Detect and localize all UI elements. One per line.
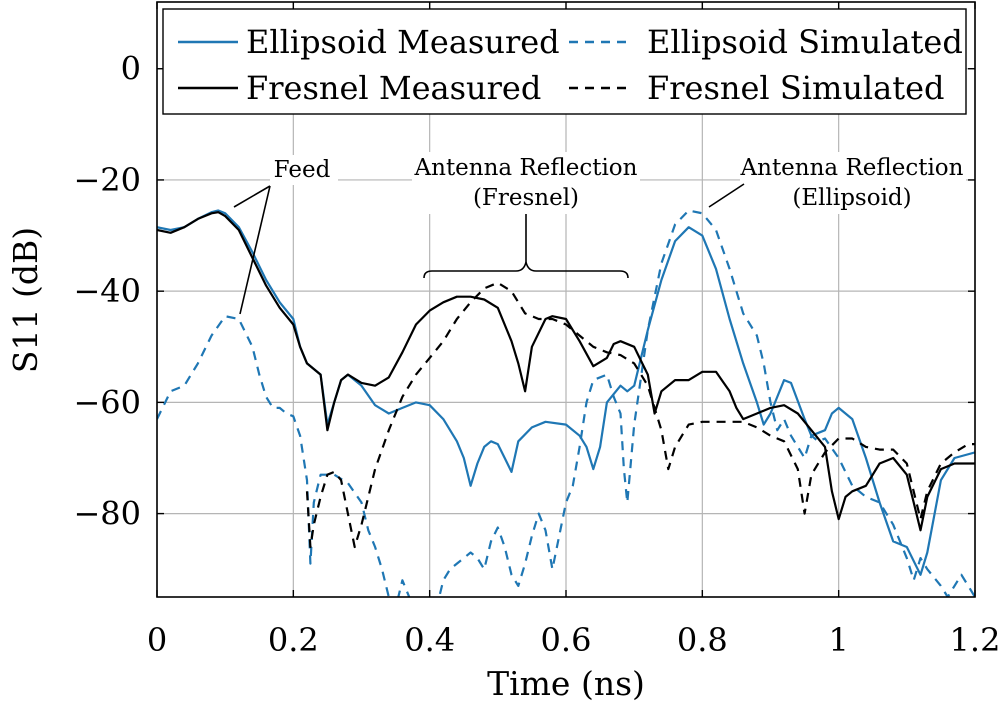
fresnel-label-background — [412, 152, 640, 214]
series-line-ellipsoid-simulated — [157, 209, 975, 597]
feed-pointer-simulated — [239, 185, 271, 315]
feed-label-background — [270, 155, 338, 185]
y-axis-title: S11 (dB) — [6, 227, 45, 373]
y-tick-label: −80 — [73, 495, 141, 533]
series-line-fresnel-simulated — [305, 281, 975, 549]
legend: Ellipsoid Measured Ellipsoid Simulated F… — [162, 8, 967, 115]
x-tick-label: 0.4 — [404, 621, 455, 659]
fresnel-annotation-line2: (Fresnel) — [473, 185, 579, 211]
y-tick-label: 0 — [121, 50, 141, 88]
legend-label-fresnel-measured: Fresnel Measured — [246, 69, 541, 107]
ellipsoid-label-background — [740, 152, 966, 214]
annotations: Feed Antenna Reflection (Fresnel) Antenn… — [233, 152, 966, 315]
ellipsoid-pointer — [708, 183, 745, 208]
fresnel-annotation-line1: Antenna Reflection — [414, 155, 638, 181]
x-tick-label: 0.6 — [541, 621, 592, 659]
x-tick-label: 0.2 — [268, 621, 319, 659]
y-tick-label: −40 — [73, 272, 141, 310]
x-tick-label: 0 — [147, 621, 167, 659]
legend-label-fresnel-simulated: Fresnel Simulated — [647, 69, 945, 107]
legend-box — [162, 8, 967, 115]
ellipsoid-annotation-line1: Antenna Reflection — [740, 155, 964, 181]
y-tick-label: −20 — [73, 161, 141, 199]
x-tick-label: 1 — [828, 621, 848, 659]
legend-label-ellipsoid-simulated: Ellipsoid Simulated — [647, 23, 963, 61]
x-tick-label: 0.8 — [677, 621, 728, 659]
y-tick-label: −60 — [73, 383, 141, 421]
feed-annotation-label: Feed — [274, 157, 331, 183]
x-axis-title: Time (ns) — [487, 664, 645, 703]
feed-pointer-measured — [233, 185, 271, 208]
x-tick-label: 1.2 — [950, 621, 1000, 659]
series-layer — [157, 209, 975, 597]
axis-ticks: 0 0.2 0.4 0.6 0.8 1 1.2 0 −20 −40 −60 −80 — [73, 2, 1000, 659]
series-line-fresnel-measured — [157, 211, 975, 532]
legend-label-ellipsoid-measured: Ellipsoid Measured — [246, 23, 560, 61]
ellipsoid-annotation-line2: (Ellipsoid) — [792, 185, 911, 211]
